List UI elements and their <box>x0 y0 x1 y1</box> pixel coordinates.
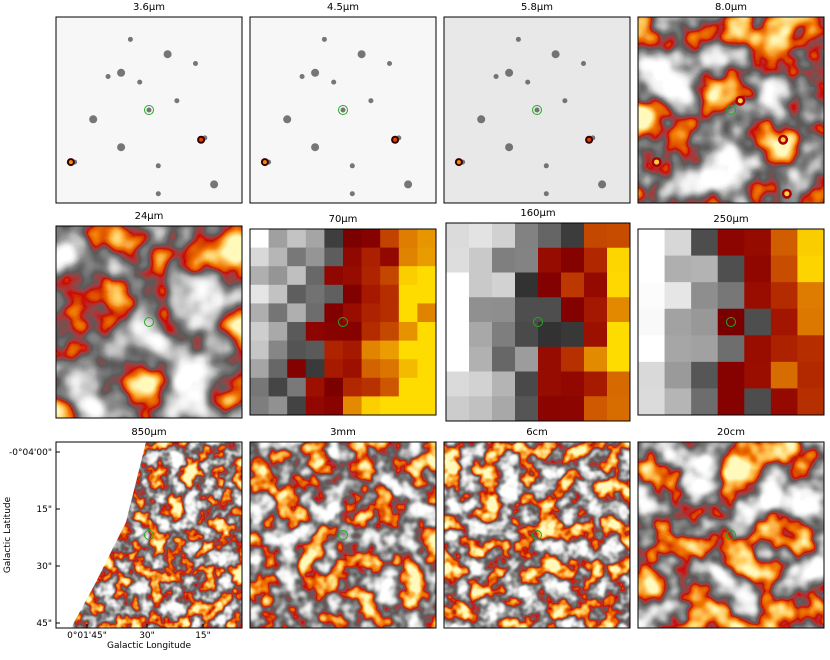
y-tick-label: 15" <box>36 505 52 515</box>
panel-title: 3.6μm <box>133 2 165 13</box>
y-tick-label: 45" <box>36 619 52 629</box>
panel-title: 250μm <box>713 214 748 225</box>
panel-frame <box>637 228 825 416</box>
x-axis-label: Galactic Longitude <box>107 641 192 651</box>
image-panel <box>444 442 630 628</box>
y-axis-label: Galactic Latitude <box>3 496 13 573</box>
panel-title: 70μm <box>329 214 358 225</box>
panel-title: 6cm <box>526 427 548 438</box>
panel-frame <box>637 441 825 629</box>
image-panel <box>56 226 242 418</box>
panel-title: 24μm <box>135 211 164 222</box>
panel-title: 3mm <box>330 427 356 438</box>
panel-frame <box>55 441 243 629</box>
panel-frame <box>445 222 631 422</box>
image-panel <box>250 442 436 628</box>
panel-frame <box>249 228 437 416</box>
panel-frame <box>443 441 631 629</box>
x-tick-label: 15" <box>195 631 211 641</box>
panel-frame <box>249 441 437 629</box>
panel-title: 20cm <box>717 427 745 438</box>
image-panel <box>56 442 242 628</box>
panel-frame <box>249 16 437 204</box>
image-panel <box>250 17 436 203</box>
panel-frame <box>55 16 243 204</box>
image-panel <box>638 17 824 203</box>
panel-frame <box>55 225 243 419</box>
image-panel <box>638 442 824 628</box>
image-panel <box>446 223 630 421</box>
image-panel <box>638 229 824 415</box>
x-tick-label: 0°01'45" <box>67 631 107 641</box>
image-panel <box>250 229 436 415</box>
image-panel <box>444 17 630 203</box>
y-tick-label: -0°04'00" <box>9 448 52 458</box>
panel-title: 8.0μm <box>715 2 747 13</box>
panel-frame <box>637 16 825 204</box>
panel-title: 4.5μm <box>327 2 359 13</box>
panel-title: 160μm <box>520 208 555 219</box>
panel-frame <box>443 16 631 204</box>
panel-title: 850μm <box>131 427 166 438</box>
x-tick-label: 30" <box>139 631 155 641</box>
y-tick-label: 30" <box>36 562 52 572</box>
panel-title: 5.8μm <box>521 2 553 13</box>
image-panel <box>56 17 242 203</box>
